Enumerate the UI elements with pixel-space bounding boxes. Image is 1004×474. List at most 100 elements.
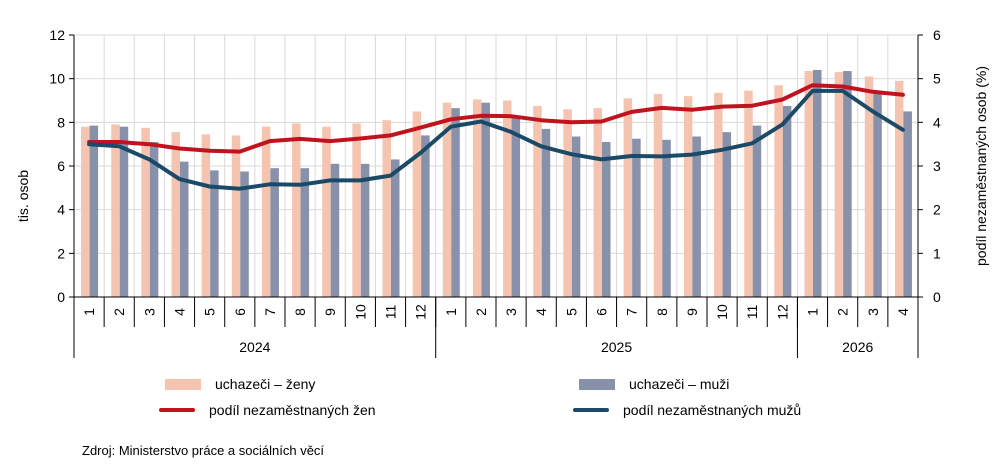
source-note: Zdroj: Ministerstvo práce a sociálních v…: [82, 443, 325, 458]
bar-muzi: [873, 91, 882, 298]
y2-tick-label: 6: [933, 27, 941, 43]
bar-zeny: [292, 123, 301, 297]
year-label: 2026: [842, 339, 873, 355]
bar-zeny: [774, 85, 783, 297]
y-tick-label: 0: [57, 289, 65, 305]
x-tick-label: 3: [503, 308, 519, 316]
bar-muzi: [722, 132, 732, 297]
x-tick-label: 3: [141, 308, 157, 316]
lines: [87, 83, 905, 191]
bar-muzi: [330, 163, 340, 297]
bar-muzi: [89, 125, 99, 297]
x-tick-label: 7: [262, 308, 278, 316]
year-label: 2025: [601, 339, 632, 355]
legend-item-zeny-line: podíl nezaměstnaných žen: [159, 402, 376, 418]
x-tick-label: 10: [714, 304, 730, 320]
bar-muzi: [903, 111, 912, 298]
bar-muzi: [391, 159, 400, 297]
bar-zeny: [744, 90, 753, 297]
legend-label: uchazeči – ženy: [215, 376, 316, 392]
bar-muzi: [270, 168, 279, 297]
x-tick-label: 1: [81, 308, 97, 316]
bar-muzi: [149, 141, 159, 297]
bar-muzi: [813, 69, 822, 297]
x-tick-label: 6: [232, 308, 248, 316]
legend-swatch: [573, 408, 609, 412]
y-tick-label: 4: [57, 202, 65, 218]
x-tick-label: 5: [563, 308, 579, 316]
bar-zeny: [141, 127, 150, 298]
y2-axis-label: podíl nezaměstnaných osob (%): [973, 66, 989, 266]
bar-muzi: [300, 168, 310, 297]
x-tick-label: 9: [322, 308, 338, 316]
x-tick-label: 5: [202, 308, 218, 316]
bar-muzi: [210, 170, 219, 297]
bar-zeny: [442, 102, 452, 297]
x-tick-label: 6: [594, 308, 610, 316]
x-tick-label: 2: [835, 308, 851, 316]
bar-zeny: [714, 92, 723, 297]
bar-zeny: [834, 72, 844, 297]
x-tick-label: 4: [172, 308, 188, 316]
y-tick-label: 2: [57, 245, 65, 261]
y2-tick-label: 2: [933, 202, 941, 218]
legend-item-zeny-bars: uchazeči – ženy: [165, 376, 315, 392]
bar-muzi: [571, 136, 581, 297]
bar-muzi: [481, 102, 490, 297]
y-axis-label: tis. osob: [15, 170, 31, 222]
y-tick-label: 6: [57, 158, 65, 174]
bar-zeny: [171, 132, 180, 297]
bar-zeny: [322, 126, 331, 297]
bar-zeny: [201, 134, 211, 297]
x-tick-label: 1: [443, 308, 459, 316]
bar-muzi: [541, 128, 551, 297]
bar-muzi: [119, 126, 129, 297]
x-tick-label: 8: [292, 308, 308, 316]
bar-zeny: [382, 120, 391, 298]
bar-muzi: [782, 105, 792, 297]
y-tick-label: 10: [49, 71, 65, 87]
legend-swatch: [579, 378, 615, 390]
bar-zeny: [412, 111, 422, 298]
bar-zeny: [503, 100, 512, 297]
bar-muzi: [692, 136, 701, 297]
x-tick-label: 3: [865, 308, 881, 316]
year-label: 2024: [239, 339, 270, 355]
x-tick-label: 9: [684, 308, 700, 316]
bar-muzi: [451, 108, 460, 298]
bar-muzi: [360, 163, 370, 297]
x-tick-label: 10: [352, 304, 368, 320]
legend-swatch: [165, 378, 201, 390]
legend-swatch: [159, 408, 195, 412]
series-line-muzi: [87, 88, 905, 191]
legend-item-muzi-bars: uchazeči – muži: [579, 376, 729, 392]
bar-zeny: [231, 135, 241, 297]
bar-zeny: [894, 80, 904, 297]
x-tick-label: 4: [895, 308, 911, 316]
grid-lines: [73, 34, 919, 298]
bar-muzi: [240, 171, 249, 297]
bar-muzi: [752, 125, 762, 297]
bar-zeny: [683, 96, 693, 297]
bar-zeny: [653, 93, 663, 297]
x-tick-label: 8: [654, 308, 670, 316]
series-line-zeny: [87, 83, 905, 154]
bars: [81, 69, 912, 298]
bar-zeny: [111, 124, 120, 298]
bar-zeny: [563, 109, 572, 297]
x-tick-label: 2: [111, 308, 127, 316]
y2-tick-label: 4: [933, 114, 941, 130]
bar-zeny: [593, 108, 602, 298]
bar-muzi: [180, 161, 189, 297]
bar-muzi: [843, 71, 852, 298]
x-tick-label: 12: [413, 304, 429, 320]
bar-zeny: [864, 76, 874, 297]
bar-zeny: [261, 126, 271, 297]
x-tick-label: 7: [624, 308, 640, 316]
bar-zeny: [81, 126, 90, 297]
y-tick-label: 12: [49, 27, 65, 43]
bar-zeny: [533, 105, 542, 297]
legend-label: uchazeči – muži: [629, 376, 730, 392]
